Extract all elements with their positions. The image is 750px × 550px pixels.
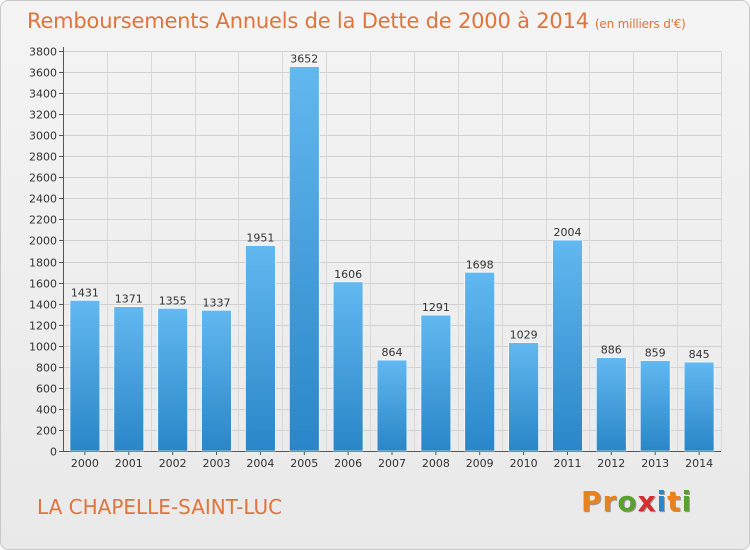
x-tick-label: 2011 <box>554 457 582 470</box>
bar-value-label: 886 <box>601 344 622 357</box>
x-tick-label: 2002 <box>159 457 187 470</box>
y-tick-label: 0 <box>50 446 57 459</box>
bars <box>69 66 715 452</box>
y-tick-label: 1800 <box>29 257 57 270</box>
bar <box>464 271 495 452</box>
y-tick-label: 800 <box>36 362 57 375</box>
proxiti-logo[interactable]: Proxiti <box>581 485 692 518</box>
bar-value-label: 1029 <box>510 329 538 342</box>
x-tick-label: 2009 <box>466 457 494 470</box>
bar <box>420 314 452 452</box>
y-tick-label: 2200 <box>29 214 57 227</box>
y-tick-label: 3400 <box>29 88 57 101</box>
bar-value-label: 2004 <box>554 226 582 239</box>
y-tick-label: 1200 <box>29 320 57 333</box>
y-tick-label: 2800 <box>29 151 57 164</box>
bar <box>157 308 188 452</box>
x-tick-label: 2000 <box>71 457 99 470</box>
bar <box>508 342 539 452</box>
y-tick-label: 1000 <box>29 341 57 354</box>
labels: 1431 2000 1371 2001 1355 2002 1337 2003 1951 2004… <box>71 53 713 470</box>
bar-value-label: 1951 <box>246 232 274 245</box>
chart-title-text: Remboursements Annuels de la Dette de 20… <box>27 9 589 33</box>
city-name: LA CHAPELLE-SAINT-LUC <box>37 495 283 519</box>
bar-value-label: 1606 <box>334 268 362 281</box>
x-tick-label: 2001 <box>115 457 143 470</box>
y-tick-label: 1400 <box>29 299 57 312</box>
x-tick-label: 2006 <box>334 457 362 470</box>
bar-value-label: 864 <box>382 346 403 359</box>
x-tick-label: 2013 <box>641 457 669 470</box>
bar <box>69 300 101 452</box>
x-tick-label: 2007 <box>378 457 406 470</box>
chart-unit: (en milliers d'€) <box>594 17 686 31</box>
bar <box>639 360 671 452</box>
logo-letter: o <box>617 485 638 518</box>
x-tick-label: 2014 <box>685 457 713 470</box>
bar-value-label: 1355 <box>159 294 187 307</box>
logo-letter: x <box>637 485 657 518</box>
bar-value-label: 1698 <box>466 258 494 271</box>
logo-letter: r <box>602 485 618 518</box>
x-tick-label: 2010 <box>510 457 538 470</box>
y-tick-label: 2000 <box>29 235 57 248</box>
y-tick-label: 3800 <box>29 46 57 59</box>
bar <box>376 359 408 452</box>
y-tick-label: 3200 <box>29 109 57 122</box>
bar <box>245 245 276 452</box>
y-tick-label: 2400 <box>29 193 57 206</box>
x-tick-label: 2003 <box>203 457 231 470</box>
bar <box>552 239 583 452</box>
bar-value-label: 1371 <box>115 293 143 306</box>
bar <box>289 66 320 452</box>
bar-value-label: 1291 <box>422 301 450 314</box>
bar-value-label: 845 <box>689 348 710 361</box>
bar <box>596 357 627 452</box>
x-tick-label: 2005 <box>290 457 318 470</box>
y-tick-label: 1600 <box>29 278 57 291</box>
y-tick-label: 2600 <box>29 172 57 185</box>
y-tick-label: 400 <box>36 404 57 417</box>
logo-letter: i <box>656 485 668 518</box>
y-tick-label: 3600 <box>29 67 57 80</box>
x-tick-label: 2004 <box>246 457 274 470</box>
bar <box>201 309 232 452</box>
axes: 0 200 400 600 800 1000 1200 1400 1600 1800 2000 220… <box>29 46 721 459</box>
bar <box>332 281 364 452</box>
logo-letter: i <box>681 485 693 518</box>
bar <box>683 361 715 452</box>
bar-value-label: 1337 <box>203 296 231 309</box>
x-tick-label: 2008 <box>422 457 450 470</box>
logo-letter: t <box>667 485 682 518</box>
bar-value-label: 859 <box>645 347 666 360</box>
y-tick-label: 3000 <box>29 130 57 143</box>
chart-title: Remboursements Annuels de la Dette de 20… <box>27 9 686 33</box>
bar <box>113 306 145 452</box>
logo-letter: P <box>581 485 603 518</box>
y-tick-label: 200 <box>36 425 57 438</box>
y-tick-label: 600 <box>36 383 57 396</box>
x-tick-label: 2012 <box>597 457 625 470</box>
bar-value-label: 3652 <box>290 53 318 66</box>
bar-value-label: 1431 <box>71 286 99 299</box>
